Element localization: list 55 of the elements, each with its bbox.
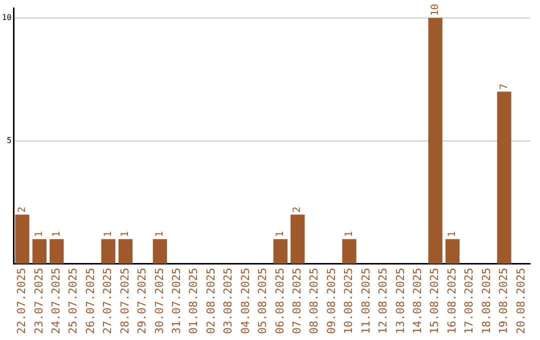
x-tick-label: 09.08.2025 [324,268,338,334]
x-tick-label: 27.07.2025 [101,268,114,334]
x-tick-label: 15.08.2025 [428,268,442,334]
x-tick-label: 18.08.2025 [480,268,493,334]
data-label: 10 [430,4,441,16]
bar [50,239,64,264]
x-tick-label: 25.07.2025 [66,268,80,334]
bar [32,239,47,264]
bar [15,214,30,264]
data-label: 1 [344,231,355,238]
x-tick-label: 10.08.2025 [342,268,356,334]
x-tick-label: 07.08.2025 [290,268,304,334]
x-tick-label: 31.07.2025 [170,268,184,334]
x-tick-label: 02.08.2025 [204,268,218,334]
data-label: 2 [292,206,304,213]
x-tick-label: 12.08.2025 [376,268,390,334]
x-tick-label: 30.07.2025 [152,268,166,334]
data-label: 2 [16,206,28,213]
x-tick-label: 16.08.2025 [445,268,458,334]
bar [428,18,442,264]
data-label: 1 [120,231,132,238]
data-label: 1 [51,231,62,238]
x-tick-label: 05.08.2025 [256,268,270,334]
bar [273,239,288,264]
bar [445,239,460,264]
x-tick-label: 11.08.2025 [359,268,372,334]
bar [118,239,133,264]
bar [152,239,167,264]
data-label: 1 [102,231,114,238]
data-label: 1 [447,231,458,238]
x-tick-label: 29.07.2025 [136,268,149,334]
y-tick-label: 5 [6,136,12,145]
x-tick-label: 22.07.2025 [15,268,28,334]
x-tick-label: 23.07.2025 [32,268,46,334]
x-tick-label: 26.07.2025 [84,268,97,334]
bar [290,214,305,264]
x-tick-label: 24.07.2025 [50,268,63,334]
x-tick-label: 13.08.2025 [394,268,407,334]
x-tick-label: 08.08.2025 [308,268,321,334]
x-tick-label: 19.08.2025 [497,268,510,334]
x-tick-label: 17.08.2025 [462,268,476,334]
x-tick-label: 20.08.2025 [514,268,528,334]
bar [342,239,356,264]
x-tick-label: 03.08.2025 [222,268,235,334]
x-tick-label: 04.08.2025 [238,268,252,334]
x-tick-label: 14.08.2025 [410,268,424,334]
data-label: 1 [154,231,166,238]
x-tick-label: 28.07.2025 [118,268,132,334]
bar [497,92,512,264]
x-tick-label: 06.08.2025 [273,268,286,334]
data-label: 7 [498,84,510,90]
bar [101,239,116,264]
x-tick-label: 01.08.2025 [187,268,200,334]
data-label: 1 [34,231,46,238]
data-label: 1 [275,231,286,238]
